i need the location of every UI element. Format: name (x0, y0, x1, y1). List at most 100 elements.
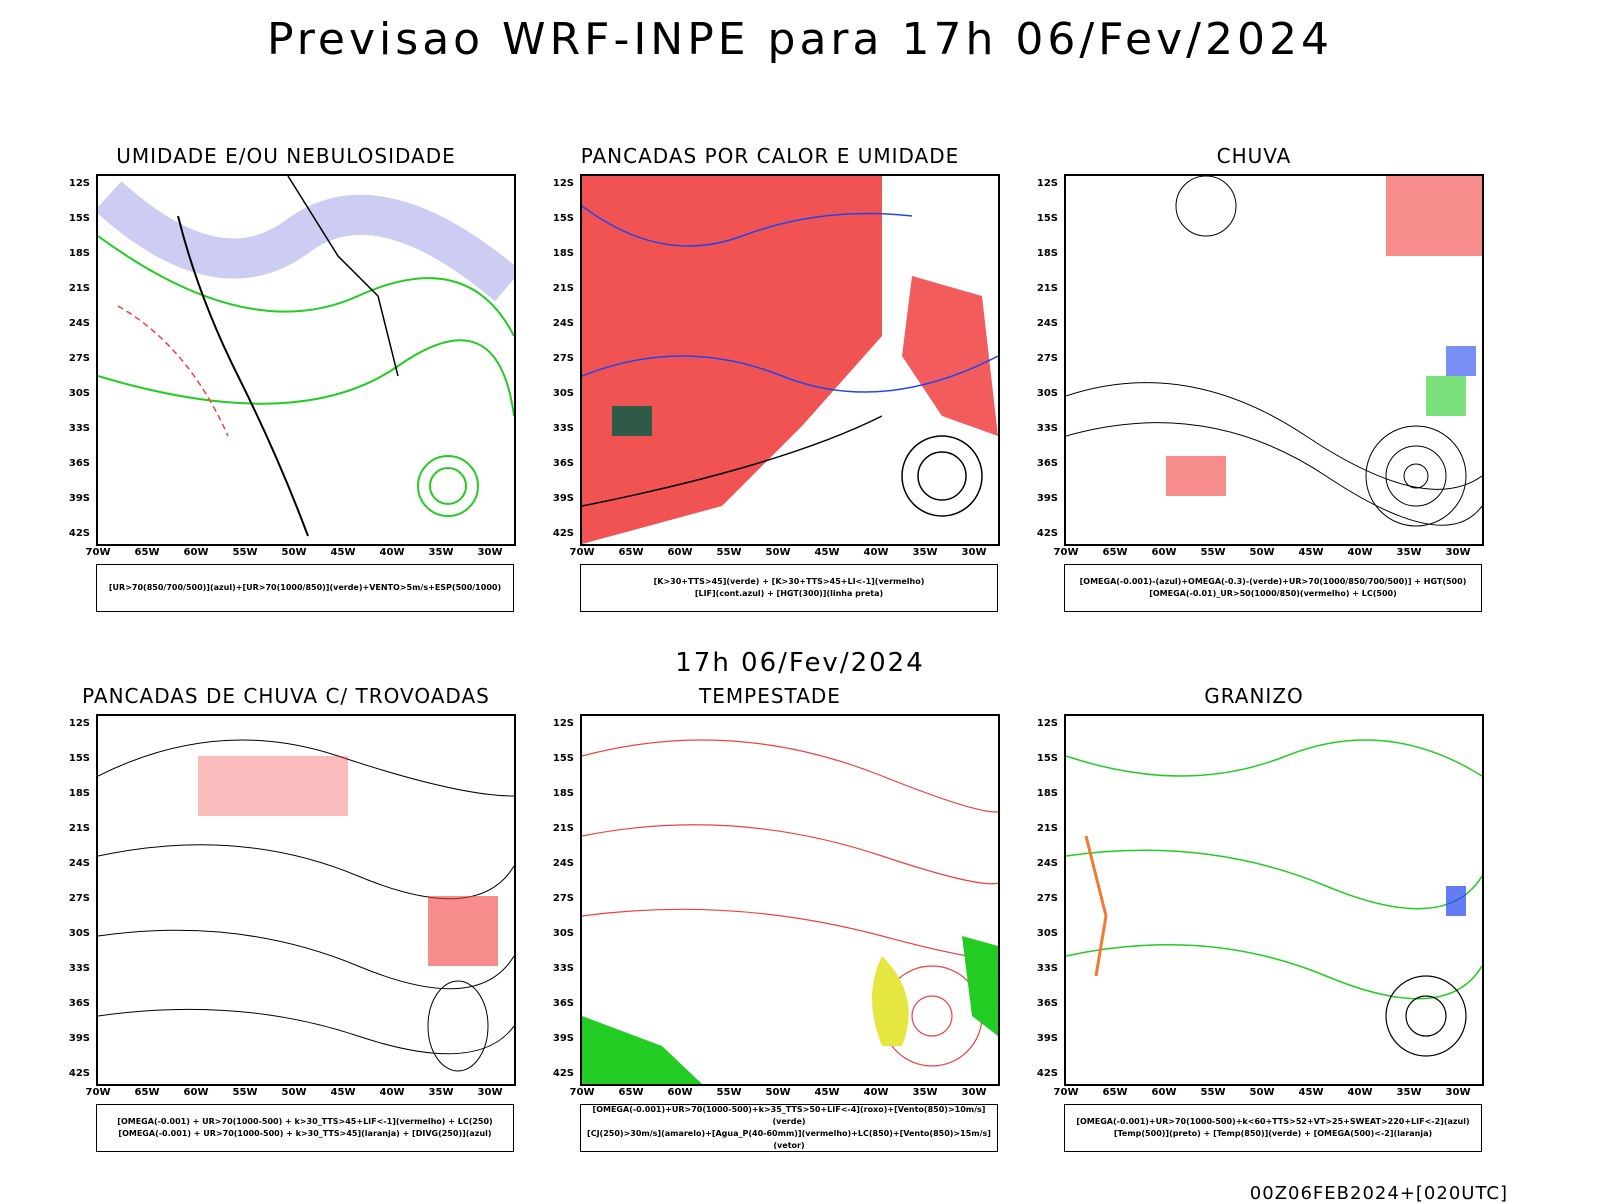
lon-tick-label: 35W (428, 1087, 454, 1098)
map-graphic (582, 176, 998, 544)
lon-tick-label: 50W (281, 1087, 307, 1098)
map-graphic (1066, 739, 1482, 1057)
lon-tick-label: 30W (477, 547, 503, 558)
panel-granizo: GRANIZO 12S 15S 18S 21S 24S 27S 30S 33S 36S 39S 42… (1024, 684, 1484, 1164)
lon-tick-label: 50W (765, 1087, 791, 1098)
lat-tick-label: 18S (552, 248, 574, 259)
run-stamp: 00Z06FEB2024+[020UTC] (1249, 1183, 1508, 1204)
lat-tick-label: 36S (1036, 998, 1058, 1009)
main-title: Previsao WRF-INPE para 17h 06/Fev/2024 (267, 14, 1333, 65)
map-tempestade (580, 714, 1000, 1086)
lon-tick-label: 45W (330, 547, 356, 558)
lat-tick-label: 33S (68, 423, 90, 434)
lon-tick-label: 50W (765, 547, 791, 558)
lat-tick-label: 15S (552, 213, 574, 224)
lon-tick-label: 35W (428, 547, 454, 558)
map-graphic (1066, 176, 1482, 527)
lat-tick-label: 39S (68, 1033, 90, 1044)
lon-tick-label: 40W (379, 547, 405, 558)
lon-tick-label: 60W (183, 547, 209, 558)
lat-tick-label: 21S (1036, 823, 1058, 834)
lon-tick-label: 65W (618, 1087, 644, 1098)
lon-axis: 70W 65W 60W 55W 50W 45W 40W 35W 30W (1054, 1087, 1484, 1101)
legend-line-2: [OMEGA(-0.001) + UR>70(1000-500) + k>30_… (118, 1129, 492, 1138)
lat-tick-label: 36S (552, 998, 574, 1009)
lat-tick-label: 21S (68, 823, 90, 834)
lat-tick-label: 42S (68, 528, 90, 539)
lat-tick-label: 24S (1036, 858, 1058, 869)
lat-axis: 12S 15S 18S 21S 24S 27S 30S 33S 36S 39S 42S (1024, 174, 1062, 546)
panel-title: UMIDADE E/OU NEBULOSIDADE (116, 144, 456, 168)
lon-tick-label: 70W (1053, 1087, 1079, 1098)
lon-tick-label: 65W (134, 547, 160, 558)
legend-line-1: [OMEGA(-0.001)+UR>70(1000-500)+k<60+TTS>… (1076, 1117, 1470, 1126)
lon-tick-label: 65W (1102, 547, 1128, 558)
legend-line-2: [CJ(250)>30m/s](amarelo)+[Agua_P(40-60mm… (587, 1129, 991, 1150)
lon-tick-label: 30W (1445, 1087, 1471, 1098)
map-umidade (96, 174, 516, 546)
map-granizo (1064, 714, 1484, 1086)
lon-tick-label: 40W (379, 1087, 405, 1098)
lat-tick-label: 30S (1036, 388, 1058, 399)
legend-line-1: [OMEGA(-0.001)-(azul)+OMEGA(-0.3)-(verde… (1079, 577, 1467, 586)
lat-tick-label: 27S (552, 893, 574, 904)
lon-axis: 70W 65W 60W 55W 50W 45W 40W 35W 30W (86, 1087, 516, 1101)
lat-tick-label: 18S (552, 788, 574, 799)
lon-axis: 70W 65W 60W 55W 50W 45W 40W 35W 30W (86, 547, 516, 561)
panel-tempestade: TEMPESTADE 12S 15S 18S 21S 24S 27S 30S 33S 36S 39… (540, 684, 1000, 1164)
lat-tick-label: 42S (1036, 528, 1058, 539)
lat-tick-label: 24S (552, 858, 574, 869)
lat-tick-label: 39S (1036, 1033, 1058, 1044)
lat-tick-label: 42S (552, 528, 574, 539)
lon-tick-label: 30W (477, 1087, 503, 1098)
map-trovoadas (96, 714, 516, 1086)
legend-line-2: [LIF](cont.azul) + [HGT(300)](linha pret… (694, 589, 884, 598)
lon-tick-label: 70W (569, 1087, 595, 1098)
panel-trovoadas: PANCADAS DE CHUVA C/ TROVOADAS 12S 15S 18S… (56, 684, 516, 1164)
lat-tick-label: 33S (68, 963, 90, 974)
lat-tick-label: 27S (1036, 353, 1058, 364)
lat-tick-label: 42S (68, 1068, 90, 1079)
lat-tick-label: 33S (552, 963, 574, 974)
lat-tick-label: 36S (68, 998, 90, 1009)
legend-line-1: [OMEGA(-0.001)+UR>70(1000-500)+k>35_TTS>… (592, 1105, 986, 1126)
lat-axis: 12S 15S 18S 21S 24S 27S 30S 33S 36S 39S 42S (540, 174, 578, 546)
panel-title: TEMPESTADE (699, 684, 841, 708)
lat-tick-label: 42S (1036, 1068, 1058, 1079)
lon-tick-label: 50W (1249, 1087, 1275, 1098)
lat-tick-label: 12S (1036, 718, 1058, 729)
lon-tick-label: 35W (1396, 1087, 1422, 1098)
lon-tick-label: 40W (863, 1087, 889, 1098)
lon-tick-label: 60W (1151, 1087, 1177, 1098)
lat-tick-label: 15S (552, 753, 574, 764)
lat-tick-label: 33S (1036, 963, 1058, 974)
lat-tick-label: 21S (1036, 283, 1058, 294)
lon-tick-label: 65W (134, 1087, 160, 1098)
legend-line-1: [OMEGA(-0.001) + UR>70(1000-500) + k>30_… (117, 1117, 493, 1126)
lat-tick-label: 15S (1036, 213, 1058, 224)
lat-tick-label: 15S (68, 213, 90, 224)
lon-tick-label: 70W (1053, 547, 1079, 558)
map-chuva (1064, 174, 1484, 546)
lon-tick-label: 30W (1445, 547, 1471, 558)
lon-tick-label: 40W (1347, 547, 1373, 558)
legend-line-2: [OMEGA(-0.01)_UR>50(1000/850)(vermelho) … (1149, 589, 1397, 598)
lon-axis: 70W 65W 60W 55W 50W 45W 40W 35W 30W (1054, 547, 1484, 561)
lat-tick-label: 36S (552, 458, 574, 469)
lat-axis: 12S 15S 18S 21S 24S 27S 30S 33S 36S 39S 42S (540, 714, 578, 1086)
lon-tick-label: 50W (281, 547, 307, 558)
lon-tick-label: 65W (618, 547, 644, 558)
lon-tick-label: 45W (330, 1087, 356, 1098)
lat-tick-label: 30S (552, 928, 574, 939)
panel-title: PANCADAS DE CHUVA C/ TROVOADAS (82, 684, 490, 708)
legend-line-1: [K>30+TTS>45](verde) + [K>30+TTS>45+LI<-… (653, 577, 925, 586)
lat-tick-label: 36S (1036, 458, 1058, 469)
lon-axis: 70W 65W 60W 55W 50W 45W 40W 35W 30W (570, 1087, 1000, 1101)
lat-tick-label: 27S (552, 353, 574, 364)
lat-tick-label: 39S (68, 493, 90, 504)
lat-tick-label: 33S (1036, 423, 1058, 434)
panel-title: GRANIZO (1204, 684, 1304, 708)
lat-tick-label: 24S (552, 318, 574, 329)
lon-tick-label: 55W (716, 1087, 742, 1098)
legend-chuva: [OMEGA(-0.001)-(azul)+OMEGA(-0.3)-(verde… (1064, 564, 1482, 612)
